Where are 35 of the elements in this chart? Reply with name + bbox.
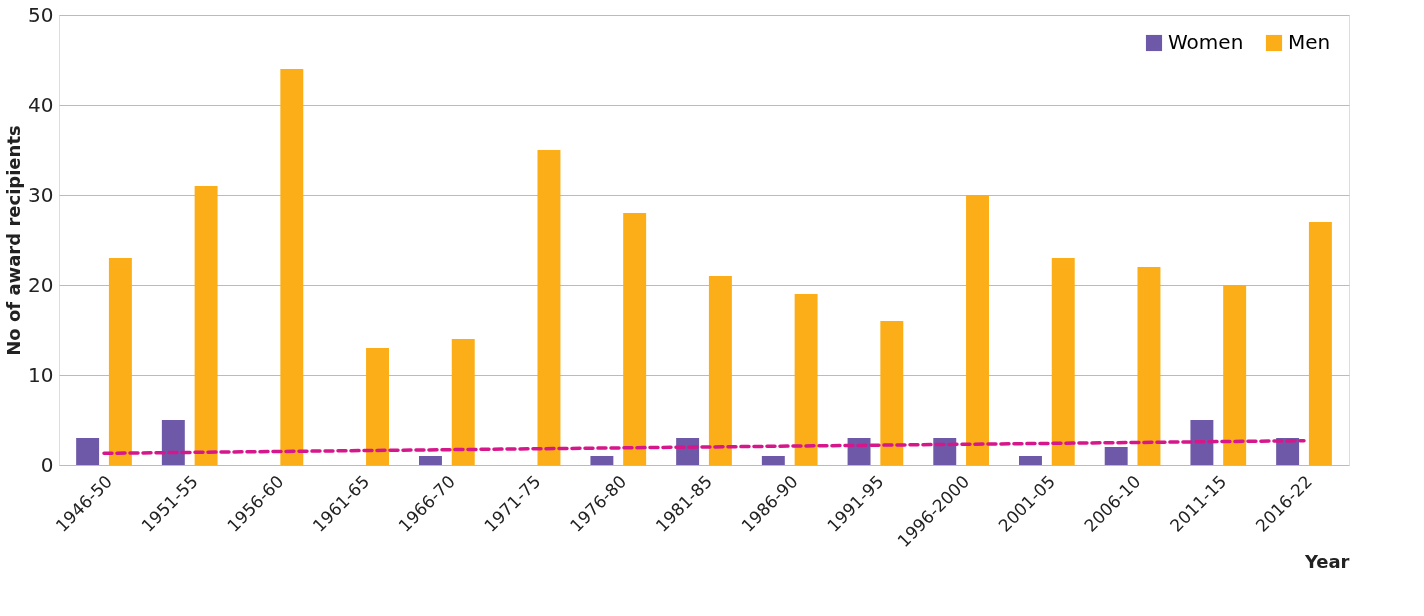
bar	[537, 150, 561, 465]
y-tick-label: 20	[28, 272, 54, 297]
y-axis-title: No of award recipients	[3, 125, 25, 356]
bar	[161, 420, 185, 465]
bar	[847, 438, 871, 465]
bar	[451, 339, 475, 465]
bar	[708, 276, 732, 465]
legend-label: Women	[1168, 30, 1244, 54]
bar	[623, 213, 647, 465]
bar	[1104, 447, 1128, 465]
y-tick-label: 30	[28, 182, 54, 207]
y-tick-label: 0	[40, 452, 54, 477]
x-axis-title: Year	[1303, 551, 1350, 573]
bar	[1223, 285, 1247, 465]
bar	[1308, 222, 1332, 465]
bar	[280, 69, 304, 465]
bar	[794, 294, 818, 465]
y-tick-label: 10	[28, 362, 54, 387]
legend-label: Men	[1288, 30, 1331, 54]
bar	[590, 456, 614, 465]
bar	[194, 186, 218, 465]
bar	[1019, 456, 1042, 465]
bar	[761, 456, 785, 465]
bar	[880, 321, 904, 465]
bar	[1051, 258, 1075, 465]
y-tick-label: 50	[28, 2, 54, 27]
bar	[419, 456, 442, 465]
bar	[933, 438, 957, 465]
bar	[366, 348, 389, 465]
y-tick-label: 40	[28, 92, 54, 117]
bar	[108, 258, 132, 465]
bar	[966, 195, 989, 465]
bar	[1190, 420, 1214, 465]
bar	[76, 438, 100, 465]
bar	[1137, 267, 1161, 465]
